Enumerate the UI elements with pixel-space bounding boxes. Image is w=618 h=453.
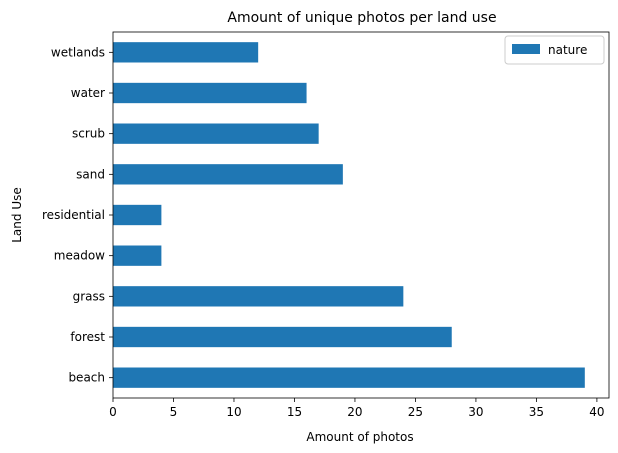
x-tick-label: 25 bbox=[408, 405, 423, 419]
bar-water bbox=[113, 82, 307, 104]
y-tick-label: residential bbox=[42, 208, 105, 222]
bars-layer bbox=[113, 42, 585, 388]
bar-wetlands bbox=[113, 42, 259, 63]
bar-residential bbox=[113, 204, 162, 226]
bar-beach bbox=[113, 367, 585, 388]
legend: nature bbox=[504, 35, 605, 65]
legend-frame bbox=[504, 35, 605, 65]
x-tick-label: 0 bbox=[109, 405, 117, 419]
y-tick-label: beach bbox=[68, 371, 105, 385]
x-tick-label: 5 bbox=[170, 405, 178, 419]
y-tick-label: water bbox=[71, 86, 105, 100]
legend-swatch bbox=[512, 44, 540, 54]
chart-title: Amount of unique photos per land use bbox=[227, 10, 496, 26]
bar-forest bbox=[113, 326, 452, 348]
y-tick-label: forest bbox=[70, 330, 105, 344]
bar-scrub bbox=[113, 123, 319, 144]
y-axis: beach forest grass meadow residential sand scr… bbox=[42, 45, 113, 385]
x-axis: 0 5 10 15 20 25 30 35 40 bbox=[109, 398, 605, 419]
bar-sand bbox=[113, 164, 343, 185]
bar-meadow bbox=[113, 245, 162, 266]
x-tick-label: 20 bbox=[347, 405, 362, 419]
x-tick-label: 30 bbox=[468, 405, 483, 419]
y-tick-label: sand bbox=[76, 167, 105, 181]
x-tick-label: 40 bbox=[589, 405, 604, 419]
x-tick-label: 35 bbox=[529, 405, 544, 419]
legend-label: nature bbox=[548, 43, 587, 57]
y-tick-label: grass bbox=[73, 289, 105, 303]
x-tick-label: 15 bbox=[287, 405, 302, 419]
y-tick-label: wetlands bbox=[51, 45, 105, 59]
x-axis-label: Amount of photos bbox=[306, 430, 413, 444]
y-tick-label: meadow bbox=[54, 249, 105, 263]
y-tick-label: scrub bbox=[72, 127, 105, 141]
y-axis-label: Land Use bbox=[10, 187, 24, 243]
x-tick-label: 10 bbox=[226, 405, 241, 419]
bar-grass bbox=[113, 286, 404, 307]
